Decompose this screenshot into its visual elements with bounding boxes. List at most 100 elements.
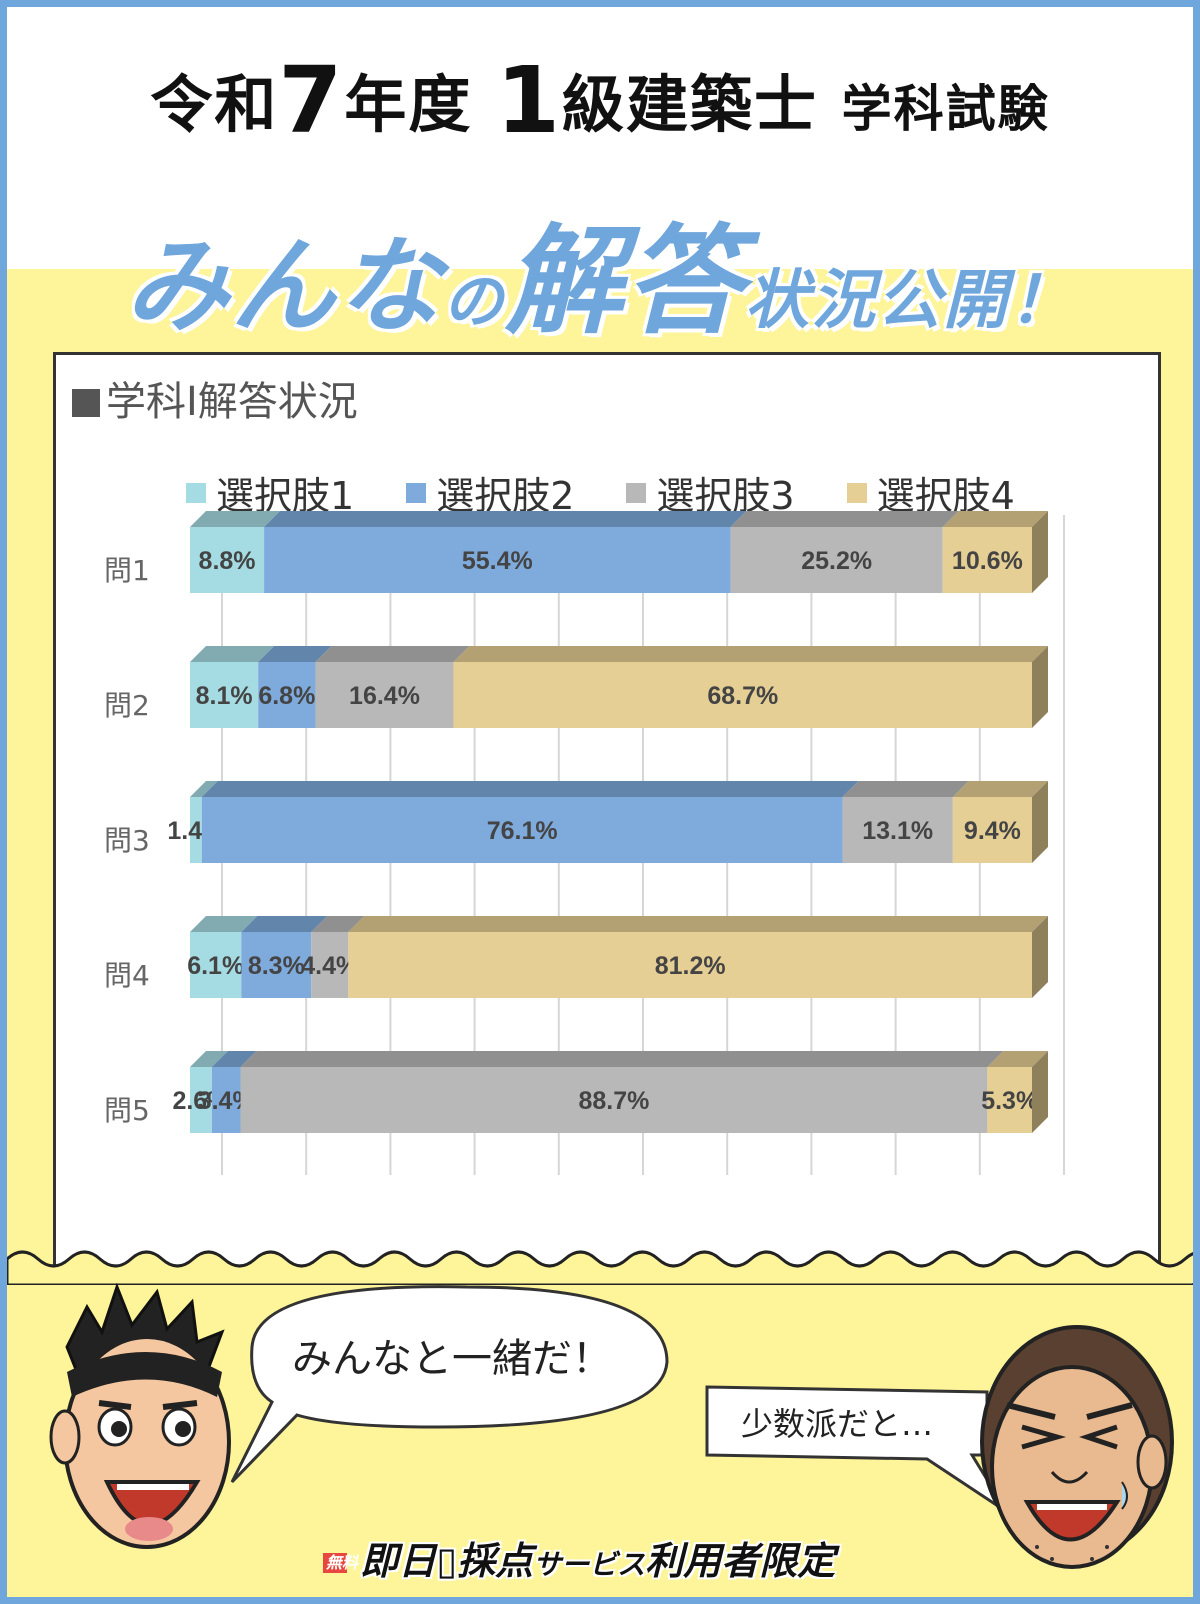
left-bubble-text: みんなと一緒だ！ [292,1336,612,1382]
right-speech-bubble: 少数派だと… [705,1385,1009,1514]
bar-segment [842,797,953,863]
free-badge: 無料 [323,1553,358,1573]
bar-segment [264,527,731,593]
question-label: 問2 [104,689,150,722]
bar-segment-top [211,1051,257,1067]
bar-segment [453,662,1032,728]
bar-segment-top [842,781,969,797]
bar-segment [952,797,1032,863]
subtitle-jokyo: 状況公開！ [745,264,1076,338]
bar-side-face [1032,781,1048,863]
bar-segment [942,527,1032,593]
bar-segment [348,932,1032,998]
square-icon [72,389,100,417]
title-grade: 1 [496,47,563,154]
data-label: 55.4% [462,547,533,575]
bar-segment [190,527,265,593]
right-bubble-text: 少数派だと… [741,1405,933,1443]
data-label: 10.6% [952,547,1023,575]
bar-segment-top [241,916,328,932]
bar-segment-top [311,916,365,932]
chart-title: 学科I解答状況 [72,369,358,427]
title-gakka-shiken: 学科試験 [841,80,1050,138]
bar-segment-top [264,511,747,527]
bar-segment-top [453,646,1048,662]
data-label: 5.3% [981,1087,1038,1115]
question-label: 問3 [104,824,150,857]
title-nendo: 年度 [344,68,473,141]
bar-segment [258,662,316,728]
bar-segment [190,932,242,998]
subtitle: みんなの解答状況公開！ [7,185,1193,356]
legend-swatch-icon [406,482,427,503]
legend-label: 選択肢3 [656,474,795,518]
legend-swatch-icon [846,482,867,503]
data-label: 81.2% [655,952,726,980]
title-year: 7 [278,47,345,154]
bar-side-face [1032,511,1048,593]
legend-swatch-icon [626,482,647,503]
characters-scene: みんなと一緒だ！ 少数派だと… [49,1282,1174,1569]
data-label: 88.7% [579,1087,650,1115]
wavy-divider [7,1250,1193,1285]
bar-segment-top [190,646,275,662]
chart-legend: 選択肢1 選択肢2 選択肢3 選択肢4 [186,465,1015,520]
bar-segment-top [190,781,218,797]
data-label: 13.1% [862,817,933,845]
bar-segment-top [987,1051,1048,1067]
stacked-bar-chart: 問1 8.8% 55.4% 25.2% 10.6% 問2 8.1% 6.8% 16.4% 68.7… [104,511,1065,1175]
question-label: 問4 [104,959,150,992]
bar-side-face [1032,1051,1048,1133]
bar-segment-top [190,511,281,527]
legend-label: 選択肢2 [436,474,575,518]
bar-segment-top [201,781,859,797]
data-label: 6.1% [187,952,244,980]
bar-segment-top [240,1051,1004,1067]
footer-service: サービス [533,1548,646,1581]
question-label: 問5 [104,1094,150,1127]
bar-segment-top [942,511,1048,527]
legend-label: 選択肢4 [876,474,1015,518]
data-label: 9.4% [964,817,1021,845]
bar-segment-top [190,916,258,932]
bar-segment [240,1067,988,1133]
bar-side-face [1032,916,1048,998]
bar-segment [201,797,843,863]
legend-item-1: 選択肢1 [186,465,354,520]
title-reiwa: 令和 [150,68,279,141]
bar-side-face [1032,646,1048,728]
main-title: 令和7年度 1級建築士 学科試験 [7,47,1193,154]
legend-item-2: 選択肢2 [406,465,574,520]
data-label: 8.8% [199,547,256,575]
bar-segment-top [730,511,959,527]
bar-segment [311,932,349,998]
bar-segment-top [258,646,332,662]
subtitle-kaito: 解答 [505,212,746,350]
chart-title-text: 学科I解答状況 [106,379,358,425]
subtitle-no: の [443,267,505,337]
data-label: 76.1% [487,817,558,845]
bar-segment [190,1067,212,1133]
bar-segment-top [952,781,1048,797]
header-band [7,7,1193,269]
footer-saiten: 採点 [457,1539,534,1583]
left-character-illustration [49,1282,231,1549]
data-label: 25.2% [801,547,872,575]
bar-segment-top [190,1051,228,1067]
smartphone-icon: ▯ [436,1539,458,1583]
bar-segment [190,797,202,863]
footer-banner: 無料 即日▯採点サービス利用者限定 [323,1530,835,1585]
bar-segment [987,1067,1032,1133]
question-label: 問1 [104,554,150,587]
bar-segment [211,1067,241,1133]
data-label: 6.8% [258,682,315,710]
bar-segment [190,662,259,728]
legend-item-3: 選択肢3 [626,465,795,520]
legend-item-4: 選択肢4 [846,465,1015,520]
bar-segment [730,527,943,593]
chart-panel: 学科I解答状況 選択肢1 選択肢2 選択肢3 選択肢4 問1 8.8% 55.4% 2… [53,352,1161,1275]
legend-swatch-icon [186,482,206,503]
subtitle-minna: みんな [124,225,443,347]
footer-sokujitsu: 即日 [360,1539,437,1583]
legend-label: 選択肢1 [216,474,355,518]
